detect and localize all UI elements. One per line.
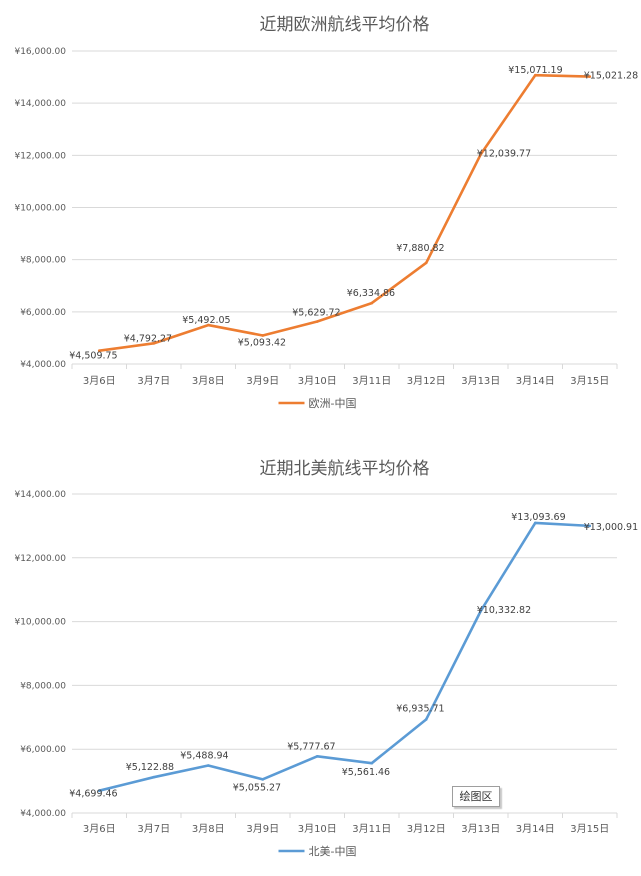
data-point — [261, 778, 265, 781]
data-point — [97, 349, 101, 353]
data-label: ¥13,093.69 — [511, 512, 565, 523]
data-label: ¥10,332.82 — [477, 605, 531, 616]
data-label: ¥4,792.27 — [124, 333, 172, 344]
x-tick-label: 3月8日 — [192, 375, 225, 387]
data-label: ¥12,039.77 — [477, 148, 531, 159]
data-point — [424, 718, 428, 721]
data-label: ¥5,488.94 — [180, 751, 228, 762]
data-point — [588, 524, 592, 528]
x-tick-label: 3月11日 — [352, 823, 391, 835]
y-tick-label: ¥6,000.00 — [20, 745, 66, 755]
data-point — [261, 334, 265, 337]
chart-title: 近期北美航线平均价格 — [260, 459, 430, 479]
data-label: ¥5,122.88 — [126, 762, 174, 773]
legend-label: 北美-中国 — [309, 845, 357, 858]
y-tick-label: ¥8,000.00 — [20, 681, 66, 691]
data-label: ¥7,880.82 — [396, 243, 444, 254]
x-tick-label: 3月7日 — [137, 375, 170, 387]
data-label: ¥5,777.67 — [287, 741, 335, 752]
x-tick-label: 3月12日 — [407, 823, 446, 835]
data-point — [479, 152, 483, 156]
y-tick-label: ¥12,000.00 — [14, 151, 66, 161]
data-point — [206, 764, 210, 767]
plot-area-tooltip: 绘图区 — [452, 786, 500, 807]
x-tick-label: 3月14日 — [516, 375, 555, 387]
y-tick-label: ¥4,000.00 — [20, 809, 66, 819]
x-tick-label: 3月9日 — [246, 375, 279, 387]
chart-title: 近期欧洲航线平均价格 — [260, 15, 430, 35]
data-point — [315, 754, 319, 758]
data-point — [370, 761, 374, 765]
y-tick-label: ¥16,000.00 — [14, 47, 66, 57]
data-point — [206, 323, 210, 327]
data-label: ¥5,055.27 — [233, 782, 281, 793]
data-label: ¥6,334.86 — [347, 288, 395, 299]
data-point — [152, 342, 156, 345]
data-point — [97, 789, 101, 792]
data-label: ¥5,492.05 — [182, 315, 230, 326]
data-point — [370, 301, 374, 305]
x-tick-label: 3月10日 — [298, 823, 337, 835]
data-label: ¥5,093.42 — [238, 337, 286, 348]
data-point — [533, 521, 537, 525]
data-point — [533, 73, 537, 77]
legend: 欧洲-中国 — [278, 397, 357, 410]
x-tick-label: 3月12日 — [407, 375, 446, 387]
data-label: ¥5,561.46 — [342, 767, 390, 778]
x-tick-label: 3月10日 — [298, 375, 337, 387]
x-tick-label: 3月11日 — [352, 375, 391, 387]
y-tick-label: ¥10,000.00 — [14, 204, 66, 214]
data-point — [152, 775, 156, 779]
x-tick-label: 3月15日 — [570, 823, 609, 835]
x-tick-label: 3月6日 — [83, 375, 116, 387]
x-tick-label: 3月14日 — [516, 823, 555, 835]
data-label: ¥4,699.46 — [69, 789, 117, 800]
x-tick-label: 3月9日 — [246, 823, 279, 835]
data-label: ¥15,071.19 — [508, 65, 562, 76]
y-tick-label: ¥14,000.00 — [14, 99, 66, 109]
x-tick-label: 3月15日 — [570, 375, 609, 387]
data-label: ¥15,021.28 — [584, 71, 638, 82]
data-label: ¥13,000.91 — [584, 522, 638, 533]
x-tick-label: 3月7日 — [137, 823, 170, 835]
legend: 北美-中国 — [278, 845, 357, 858]
series-line — [97, 521, 592, 792]
x-tick-label: 3月13日 — [461, 823, 500, 835]
data-label: ¥5,629.72 — [292, 307, 340, 318]
series-line — [97, 73, 592, 353]
y-tick-label: ¥12,000.00 — [14, 554, 66, 564]
data-point — [588, 75, 592, 78]
y-tick-label: ¥14,000.00 — [14, 490, 66, 500]
x-tick-label: 3月13日 — [461, 375, 500, 387]
data-label: ¥6,935.71 — [396, 703, 444, 714]
data-point — [424, 261, 428, 265]
y-tick-label: ¥6,000.00 — [20, 308, 66, 318]
y-tick-label: ¥10,000.00 — [14, 618, 66, 628]
data-point — [479, 609, 483, 613]
legend-label: 欧洲-中国 — [309, 397, 357, 410]
chart-2: 近期北美航线平均价格 ¥4,000.00 ¥6,000.00 ¥8,000.00 ¥10… — [14, 459, 638, 858]
data-point — [315, 320, 319, 323]
x-tick-label: 3月6日 — [83, 823, 116, 835]
y-tick-label: ¥8,000.00 — [20, 256, 66, 266]
data-label: ¥4,509.75 — [69, 351, 117, 362]
x-tick-label: 3月8日 — [192, 823, 225, 835]
chart-1: 近期欧洲航线平均价格 ¥4,000.00 ¥6,000.00 ¥8,000.00 ¥10… — [14, 15, 638, 410]
y-tick-label: ¥4,000.00 — [20, 360, 66, 370]
